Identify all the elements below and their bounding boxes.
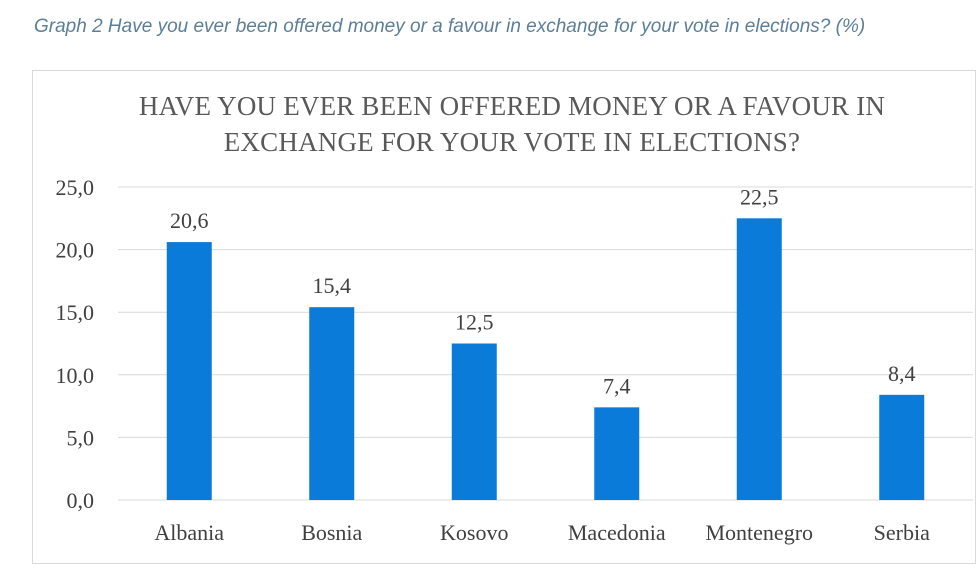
y-tick-label: 10,0 — [56, 363, 95, 388]
gridlines — [118, 186, 973, 501]
y-tick-label: 0,0 — [67, 488, 95, 513]
chart-title-line-1: HAVE YOU EVER BEEN OFFERED MONEY OR A FA… — [138, 91, 886, 121]
bar-montenegro — [736, 218, 782, 501]
bar-bosnia — [309, 307, 355, 500]
data-labels: 20,6 15,4 12,5 7,4 22,5 8,4 — [170, 184, 916, 398]
category-label-macedonia: Macedonia — [568, 520, 666, 545]
y-tick-label: 5,0 — [67, 425, 95, 450]
x-axis-categories: Albania Bosnia Kosovo Macedonia Montenegro Se… — [154, 520, 930, 545]
figure-caption: Graph 2 Have you ever been offered money… — [34, 16, 866, 37]
bar-macedonia — [594, 407, 640, 500]
data-label-serbia: 8,4 — [888, 361, 916, 386]
bar-serbia — [879, 394, 925, 500]
chart-title: HAVE YOU EVER BEEN OFFERED MONEY OR A FA… — [32, 88, 980, 160]
category-label-bosnia: Bosnia — [301, 520, 362, 545]
data-label-kosovo: 12,5 — [455, 310, 494, 335]
chart-title-line-2: EXCHANGE FOR YOUR VOTE IN ELECTIONS? — [223, 127, 801, 157]
data-label-macedonia: 7,4 — [603, 373, 631, 398]
bars — [166, 218, 925, 501]
category-label-kosovo: Kosovo — [440, 520, 508, 545]
data-label-montenegro: 22,5 — [740, 184, 779, 209]
category-label-albania: Albania — [154, 520, 224, 545]
y-tick-label: 20,0 — [56, 238, 95, 263]
y-tick-label: 15,0 — [56, 300, 95, 325]
data-label-albania: 20,6 — [170, 208, 209, 233]
bar-albania — [166, 242, 212, 500]
category-label-serbia: Serbia — [874, 520, 930, 545]
category-label-montenegro: Montenegro — [705, 520, 813, 545]
bar-kosovo — [451, 343, 497, 500]
y-tick-label: 25,0 — [56, 175, 95, 200]
data-label-bosnia: 15,4 — [313, 273, 352, 298]
y-axis-ticks: 0,0 5,0 10,0 15,0 20,0 25,0 — [56, 175, 95, 513]
